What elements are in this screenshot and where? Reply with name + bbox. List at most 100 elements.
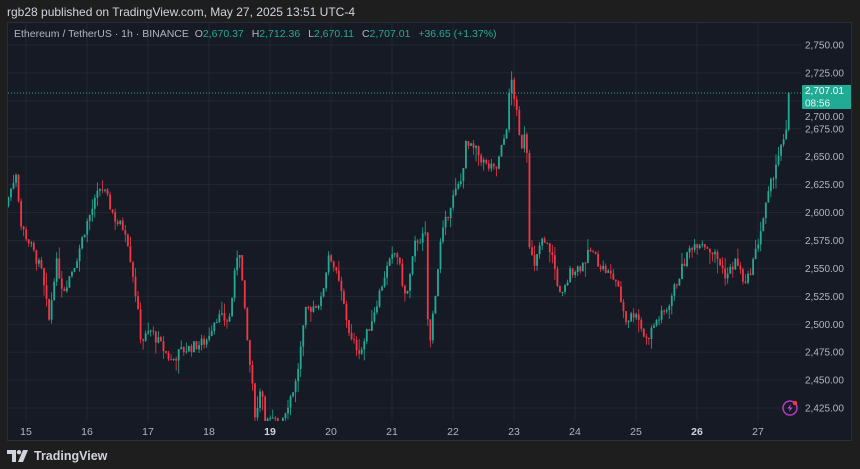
- candle-up: [454, 188, 457, 196]
- candle-up: [360, 349, 363, 354]
- candle-up: [564, 285, 566, 292]
- candle-down: [254, 383, 256, 418]
- candle-down: [543, 238, 546, 243]
- candle-up: [752, 259, 755, 276]
- candle-up: [482, 159, 485, 163]
- candle-up: [327, 255, 330, 273]
- candle-down: [518, 109, 521, 136]
- candle-up: [383, 277, 386, 287]
- candle-down: [350, 332, 353, 340]
- candle-down: [731, 266, 734, 270]
- candle-up: [236, 257, 239, 271]
- candle-up: [269, 417, 272, 419]
- candle-down: [632, 313, 635, 318]
- candle-down: [190, 345, 193, 353]
- candle-down: [368, 329, 371, 331]
- candle-up: [83, 234, 86, 238]
- candle-down: [251, 364, 254, 384]
- candle-up: [714, 251, 716, 255]
- candle-down: [63, 288, 66, 292]
- candle-down: [416, 240, 419, 243]
- candle-up: [569, 268, 572, 283]
- candle-down: [706, 247, 709, 249]
- symbol-label[interactable]: Ethereum / TetherUS · 1h · BINANCE: [14, 28, 189, 40]
- close-key: C: [361, 28, 370, 40]
- candle-down: [134, 276, 137, 297]
- candle-up: [437, 269, 439, 297]
- candle-down: [27, 239, 30, 244]
- candle-down: [343, 291, 345, 305]
- candle-up: [414, 240, 416, 257]
- x-tick-label: 23: [508, 426, 520, 438]
- last-price-tag: [802, 85, 851, 110]
- candle-up: [421, 233, 424, 243]
- candle-down: [477, 145, 480, 156]
- candle-down: [241, 255, 244, 281]
- candle-up: [30, 242, 33, 244]
- candle-up: [294, 381, 297, 393]
- candle-up: [259, 391, 261, 408]
- candle-up: [411, 256, 414, 275]
- y-tick-label: 2,575.00: [805, 236, 844, 247]
- lightning-alert-icon[interactable]: [782, 400, 798, 416]
- candle-down: [129, 246, 132, 263]
- chart-panel[interactable]: 2,750.00 2,725.00 2,700.00 2,675.00 2,650.00…: [7, 22, 852, 441]
- candle-up: [289, 396, 292, 408]
- x-tick-label: 24: [569, 426, 581, 438]
- candlestick-chart[interactable]: 2,750.00 2,725.00 2,700.002,675.00 2,650.00…: [8, 23, 852, 441]
- candle-down: [520, 135, 523, 149]
- candle-down: [513, 79, 516, 100]
- y-tick-label: 2,500.00: [805, 320, 844, 331]
- candle-up: [238, 255, 241, 258]
- candle-down: [642, 328, 645, 337]
- candle-down: [531, 247, 533, 256]
- candle-up: [292, 392, 294, 397]
- candle-up: [475, 145, 477, 148]
- candle-down: [675, 284, 678, 286]
- candle-down: [246, 307, 249, 341]
- candle-up: [431, 313, 434, 341]
- candle-down: [43, 268, 45, 286]
- candle-down: [749, 273, 752, 276]
- candle-up: [660, 310, 663, 320]
- last-price-value: 2,707.01: [805, 86, 844, 97]
- candle-up: [747, 273, 749, 283]
- candle-up: [566, 282, 569, 286]
- candle-down: [111, 209, 114, 213]
- candle-up: [208, 335, 211, 340]
- candle-up: [581, 262, 584, 272]
- candle-up: [602, 265, 605, 270]
- candle-up: [180, 347, 183, 350]
- candle-down: [528, 152, 531, 248]
- candle-up: [439, 241, 442, 270]
- candle-down: [142, 339, 145, 341]
- candle-down: [599, 266, 602, 270]
- candle-down: [609, 270, 612, 274]
- candle-up: [726, 273, 729, 279]
- candle-up: [409, 274, 411, 291]
- candle-up: [767, 191, 770, 203]
- candle-down: [622, 302, 625, 312]
- candle-down: [721, 265, 724, 269]
- candle-up: [81, 237, 84, 249]
- candle-down: [309, 307, 312, 312]
- candle-down: [716, 251, 719, 260]
- candle-down: [243, 280, 246, 308]
- candle-up: [88, 215, 91, 222]
- candle-down: [447, 216, 450, 219]
- candle-up: [775, 164, 777, 179]
- candle-up: [215, 322, 218, 324]
- candle-down: [355, 340, 358, 351]
- y-tick-label: 2,750.00: [805, 41, 844, 52]
- candle-up: [317, 305, 320, 309]
- candle-up: [73, 267, 76, 272]
- open-key: O: [194, 28, 203, 40]
- low-key: L: [308, 28, 314, 40]
- low-value: 2,670.11: [313, 28, 355, 40]
- candle-up: [187, 345, 190, 352]
- candle-up: [38, 260, 40, 264]
- candle-up: [210, 330, 213, 336]
- candle-down: [398, 257, 401, 264]
- candle-down: [640, 319, 643, 329]
- candle-down: [152, 330, 155, 332]
